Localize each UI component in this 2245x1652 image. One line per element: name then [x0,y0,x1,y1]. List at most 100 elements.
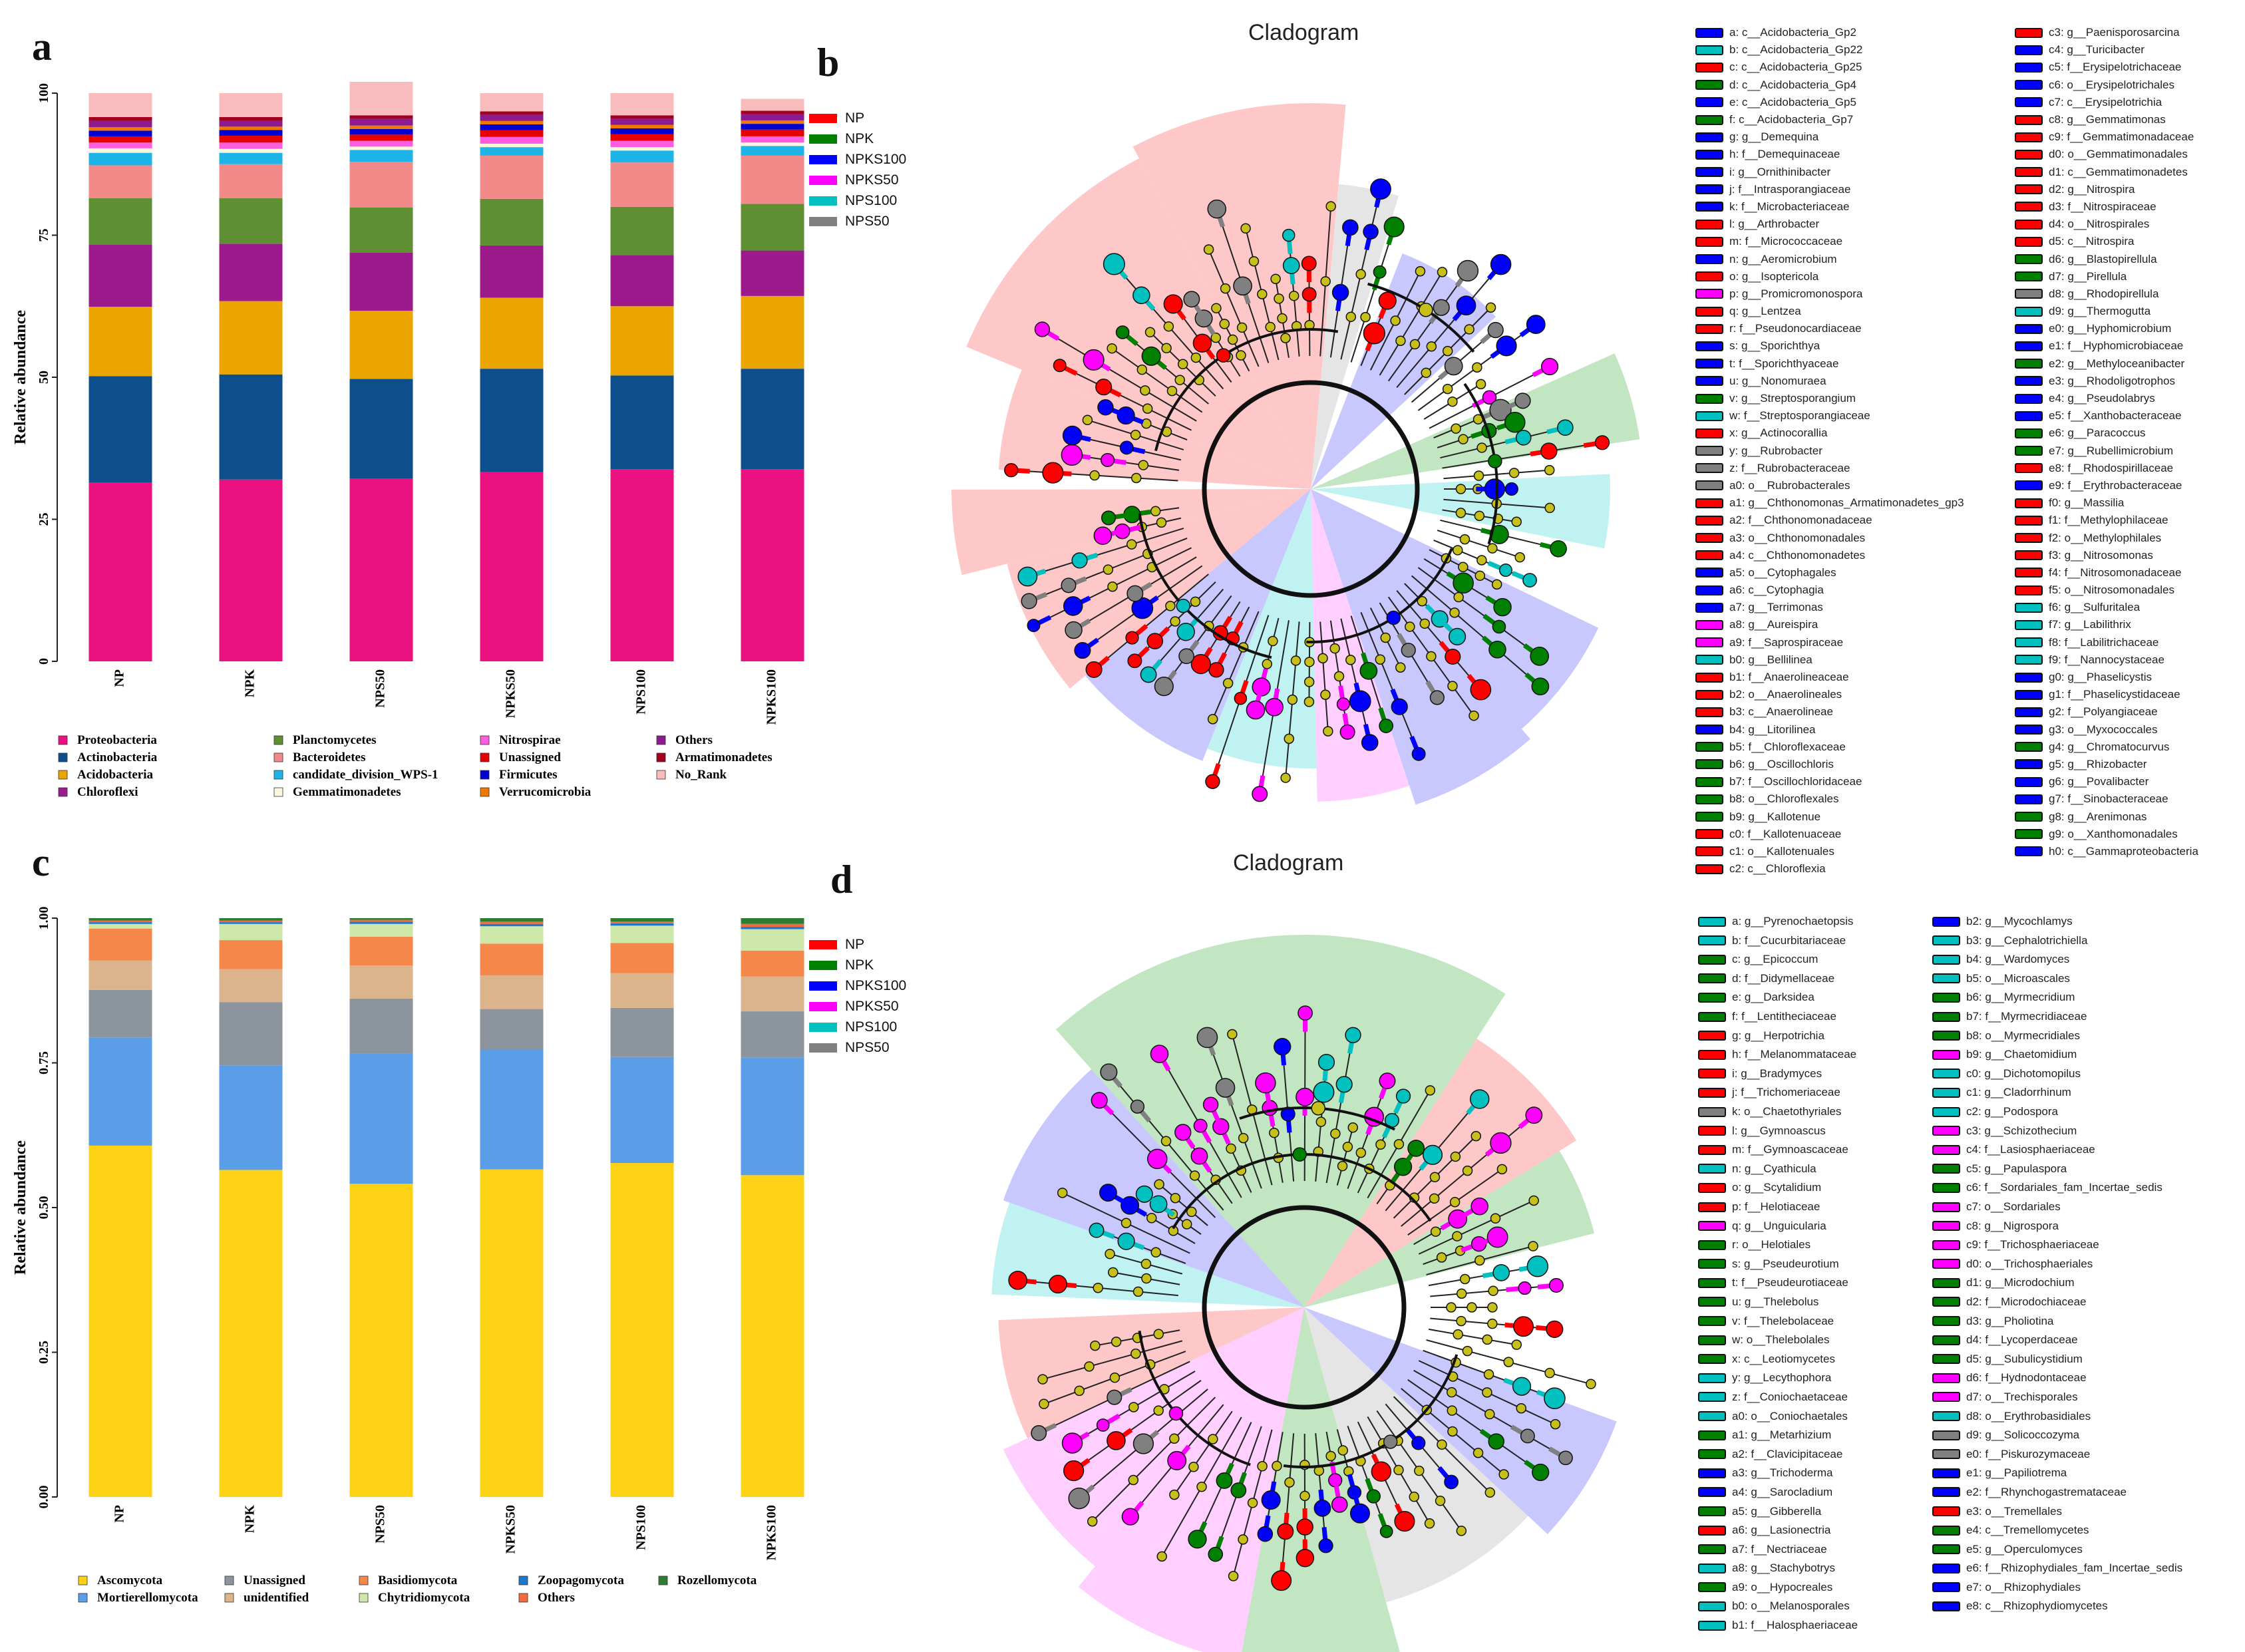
bar-segment [741,923,804,927]
bar-segment [88,923,152,929]
branch [1442,442,1603,469]
tree-node [1544,1367,1555,1379]
taxon-legend-item: a6: g__Lasionectria [1698,1522,1932,1539]
taxon-swatch [1932,1106,1960,1117]
group-legend-item: NPS100 [809,190,906,211]
tree-node [1414,1465,1425,1476]
tree-node [1431,610,1449,628]
x-tick-label: NPS100 [634,1505,649,1550]
taxon-legend-item: d4: o__Nitrospirales [2015,216,2245,233]
taxon-label: c: g__Epicoccum [1732,953,1818,966]
bar-segment [741,98,804,111]
taxon-legend-item: b6: g__Oscillochloris [1695,756,2015,773]
taxon-label: t: f__Pseudeurotiaceae [1732,1276,1848,1289]
y-tick-label: 25 [37,513,51,526]
tree-node [1419,618,1431,629]
branch [1092,1397,1216,1522]
taxon-label: t: f__Sporichthyaceae [1729,357,1839,370]
tree-node [1462,1345,1473,1357]
tree-node [1514,552,1525,563]
taxon-legend-item: c2: c__Chloroflexia [1695,860,2015,878]
taxon-legend-item: j: f__Intrasporangiaceae [1695,181,2015,198]
taxon-label: e2: f__Rhynchogastremataceae [1966,1485,2127,1498]
legend-swatch [273,787,283,797]
bar-segment [480,155,544,199]
taxon-legend-item: z: f__Coniochaetaceae [1698,1389,1932,1406]
tree-node [1470,1130,1482,1142]
taxon-swatch [1695,114,1723,125]
taxon-label: d5: c__Nitrospira [2049,235,2135,248]
taxon-legend-item: g0: g__Phaselicystis [2015,669,2245,686]
taxon-swatch [2015,393,2043,404]
tree-node [1065,621,1083,639]
taxon-label: b5: o__Microascales [1966,971,2070,985]
branch [1280,1433,1295,1581]
tree-node [1401,643,1416,658]
taxon-swatch [1698,1239,1726,1250]
tree-node [1378,291,1397,310]
tree-node [1153,1329,1164,1339]
bar-segment [480,1169,544,1497]
taxon-legend-item: a6: c__Cytophagia [1695,581,2015,599]
tree-node [1163,321,1174,332]
tree-node [1196,1481,1207,1492]
bar-segment [88,922,152,924]
taxon-label: c4: f__Lasiosphaeriaceae [1966,1143,2095,1156]
tree-node [1464,324,1474,335]
clade-highlight [1304,1150,1595,1307]
bar-segment [349,128,413,135]
taxon-swatch [1698,973,1726,984]
tree-node [1216,1472,1233,1489]
clade-node [1168,1406,1184,1421]
bar-segment [610,469,674,661]
tree-node [1117,1232,1135,1250]
tree-node [1515,430,1532,446]
tree-node [1379,719,1394,733]
taxon-swatch [1698,1297,1726,1307]
taxon-swatch [1698,1430,1726,1440]
taxon-legend-item: n: g__Cyathicula [1698,1160,1932,1178]
tree-node [1222,678,1234,689]
tree-node [1462,1165,1473,1176]
taxon-legend-item: i: g__Bradymyces [1698,1065,1932,1082]
tree-node [1240,223,1251,234]
tree-node [1342,1141,1353,1152]
root-ring [1202,380,1420,598]
tree-node [1395,662,1406,673]
tree-node [1227,334,1238,345]
tree-node [1474,570,1486,581]
taxon-label: g7: f__Sinobacteraceae [2049,792,2168,806]
taxon-legend-item: u: g__Thelebolus [1698,1293,1932,1311]
bar-segment [88,1037,152,1146]
tree-node [1449,1197,1461,1208]
tree-node [1128,1474,1139,1486]
taxon-label: c8: g__Nigrospora [1966,1219,2059,1232]
taxon-label: b9: g__Kallotenue [1729,810,1821,823]
taxon-legend-item: m: f__Micrococcaceae [1695,233,2015,250]
taxon-legend-item: c8: g__Gemmatimonas [2015,111,2245,128]
tree-node [1453,1329,1463,1340]
group-label: NP [845,936,865,952]
taxon-legend-item: c6: f__Sordariales_fam_Incertae_sedis [1932,1179,2238,1196]
tree-node [1331,1496,1348,1513]
taxon-legend-item: a1: g__Chthonomonas_Armatimonadetes_gp3 [1695,494,2015,512]
bar-segment [480,198,544,246]
tree-node [1074,1385,1085,1397]
taxon-legend-item: g5: g__Rhizobacter [2015,756,2245,773]
taxon-swatch [1695,167,1723,178]
taxon-label: e8: c__Rhizophydiomycetes [1966,1599,2108,1613]
taxon-swatch [2015,97,2043,108]
taxon-swatch [1932,916,1960,927]
bar-segment [88,960,152,990]
tree-node [1227,1029,1238,1040]
taxon-legend-item: d9: g__Solicoccozyma [1932,1426,2238,1444]
tree-node [1093,526,1113,545]
taxon-label: c0: g__Dichotomopilus [1966,1067,2081,1080]
bar-segment [610,918,674,922]
tree-node [1476,555,1487,566]
taxon-label: b6: g__Myrmecridium [1966,991,2075,1004]
tree-node [1236,322,1248,333]
taxon-label: p: f__Helotiaceae [1732,1200,1820,1213]
tree-node [1274,293,1284,304]
tree-node [1458,562,1468,573]
